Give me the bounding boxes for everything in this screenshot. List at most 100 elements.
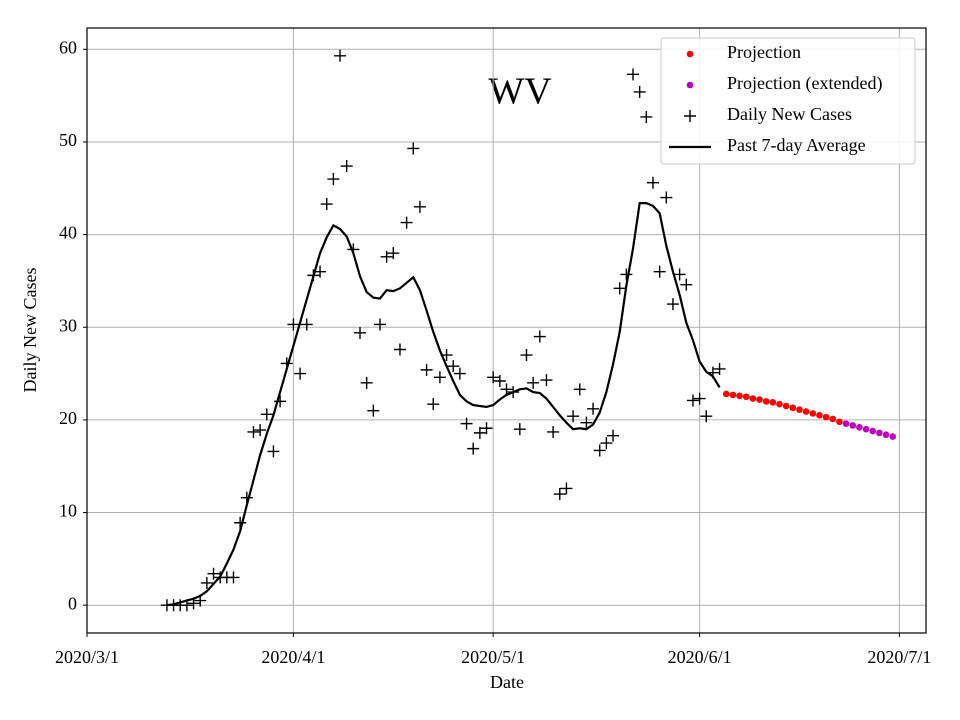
case-point (680, 278, 693, 291)
projection-point (862, 425, 870, 433)
case-point (633, 85, 646, 98)
case-point (473, 426, 486, 439)
projection-point (742, 393, 750, 401)
case-point (560, 482, 573, 495)
case-point (686, 394, 699, 407)
case-point (540, 374, 553, 387)
case-point (194, 594, 207, 607)
y-tick-label: 40 (59, 223, 77, 243)
case-point (607, 429, 620, 442)
case-point (314, 265, 327, 278)
axes-frame (86, 27, 927, 634)
projection-point (869, 427, 877, 435)
case-point (700, 410, 713, 423)
case-point (666, 298, 679, 311)
case-point (507, 386, 520, 399)
case-point (260, 408, 273, 421)
projection-point (809, 410, 817, 417)
case-point (467, 442, 480, 455)
case-point (187, 597, 200, 610)
legend-box (660, 37, 916, 165)
case-point (660, 191, 673, 204)
case-point (533, 330, 546, 343)
legend-label: Projection (727, 42, 801, 62)
case-point (427, 398, 440, 411)
case-point (433, 371, 446, 384)
case-point (453, 367, 466, 380)
case-point (460, 417, 473, 430)
projection-point (876, 429, 883, 437)
legend-label: Daily New Cases (727, 104, 852, 124)
case-point (640, 110, 653, 123)
case-point (340, 160, 353, 173)
projection-point (749, 395, 757, 402)
case-point (254, 424, 267, 437)
case-point (627, 68, 640, 81)
annotation: WV (488, 71, 552, 113)
case-point (307, 269, 320, 282)
projection-point (762, 398, 770, 405)
case-point (487, 371, 500, 384)
case-point (267, 445, 280, 458)
case-point (180, 599, 193, 612)
case-point (440, 349, 453, 362)
legend-marker (686, 50, 694, 58)
case-point (600, 437, 613, 450)
projection-point (849, 422, 857, 429)
case-point (480, 422, 493, 435)
case-point (247, 425, 260, 438)
case-point (380, 250, 393, 263)
case-point (693, 392, 706, 405)
case-point (653, 265, 666, 278)
case-point (413, 200, 426, 213)
case-point (300, 318, 313, 331)
case-point (547, 425, 560, 438)
projection-point (816, 411, 823, 419)
projection-point (736, 392, 743, 400)
projection-point (789, 404, 797, 412)
y-tick-label: 20 (59, 408, 77, 428)
projection-point (829, 415, 837, 423)
projection-point (802, 408, 810, 415)
projection-point (782, 402, 790, 410)
case-point (387, 247, 400, 260)
case-point (500, 383, 513, 396)
case-point (587, 402, 600, 415)
case-point (493, 374, 506, 387)
case-point (613, 282, 626, 295)
projection-point (776, 400, 783, 408)
projection-point (882, 431, 890, 439)
projection-point (769, 399, 777, 406)
x-tick-label: 2020/5/1 (461, 647, 525, 667)
case-point (527, 376, 540, 389)
case-point (573, 383, 586, 396)
projection-point (822, 413, 830, 421)
legend-label: Past 7-day Average (727, 135, 866, 155)
case-point (520, 349, 533, 362)
case-point (360, 376, 373, 389)
case-point (400, 216, 413, 229)
x-tick-label: 2020/3/1 (55, 647, 119, 667)
case-point (513, 423, 526, 436)
case-point (367, 404, 380, 417)
case-point (447, 360, 460, 373)
case-point (593, 444, 606, 457)
case-point (294, 367, 307, 380)
case-point (207, 567, 220, 580)
y-tick-label: 10 (59, 501, 77, 521)
case-point (620, 268, 633, 281)
case-point (673, 268, 686, 281)
projection-point (856, 424, 863, 431)
case-point (646, 176, 659, 189)
x-axis-label: Date (490, 672, 524, 692)
case-point (373, 318, 386, 331)
y-tick-label: 0 (68, 593, 77, 613)
legend-label: Projection (extended) (727, 73, 882, 94)
projection-point (756, 396, 763, 403)
projection-point (796, 406, 803, 414)
case-point (274, 395, 287, 408)
case-point (393, 343, 406, 356)
y-tick-label: 50 (59, 130, 77, 150)
x-tick-label: 2020/7/1 (867, 647, 931, 667)
